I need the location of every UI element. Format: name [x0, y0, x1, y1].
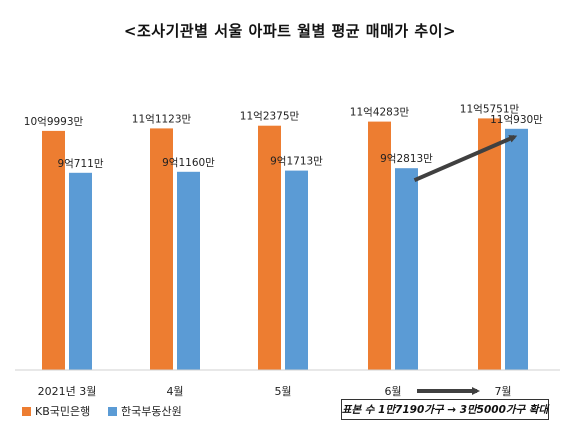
legend-item-reb: 한국부동산원: [108, 403, 182, 419]
data-label-kb-3: 11억4283만: [350, 107, 410, 119]
x-axis-tick-labels: 2021년 3월 4월 5월 6월 7월: [38, 385, 512, 398]
data-label-reb-4: 11억930만: [490, 114, 543, 126]
x-tick-label-0: 2021년 3월: [38, 385, 97, 398]
bars-group: [42, 118, 528, 371]
data-label-kb-1: 11억1123만: [132, 113, 192, 125]
bar-reb-0: [69, 172, 92, 370]
legend-item-kb: KB국민은행: [22, 403, 90, 419]
data-label-reb-2: 9억1713만: [270, 156, 323, 168]
legend-swatch-kb: [22, 406, 31, 416]
x-tick-label-2: 5월: [274, 385, 291, 398]
x-tick-label-1: 4월: [166, 385, 183, 398]
data-label-reb-1: 9억1160만: [162, 157, 215, 169]
legend-swatch-reb: [108, 406, 117, 416]
data-label-kb-0: 10억9993만: [24, 116, 84, 128]
data-label-reb-3: 9억2813만: [380, 153, 433, 165]
x-tick-label-4: 7월: [494, 385, 511, 398]
bar-kb-1: [150, 128, 173, 370]
trend-arrow: [413, 134, 518, 183]
bar-kb-0: [42, 130, 65, 370]
data-labels-group: 10억9993만 11억1123만 11억2375만 11억4283만 11억5751만…: [24, 103, 543, 169]
bar-reb-1: [177, 171, 200, 370]
bar-reb-4: [505, 128, 528, 370]
legend-label-reb: 한국부동산원: [121, 405, 182, 418]
data-label-kb-2: 11억2375만: [240, 111, 300, 123]
sample-size-note: 표본 수 1만7190가구 → 3만5000가구 확대: [341, 399, 549, 420]
x-tick-label-3: 6월: [384, 385, 401, 398]
legend-label-kb: KB국민은행: [35, 405, 91, 418]
bar-kb-4: [478, 118, 501, 371]
bar-kb-2: [258, 125, 281, 370]
chart-title: <조사기관별 서울 아파트 월별 평균 매매가 추이>: [123, 22, 457, 40]
data-label-kb-4: 11억5751만: [460, 103, 520, 115]
data-label-reb-0: 9억711만: [57, 158, 103, 170]
bar-reb-2: [285, 170, 308, 370]
bar-reb-3: [395, 168, 418, 370]
bar-kb-3: [368, 121, 391, 370]
